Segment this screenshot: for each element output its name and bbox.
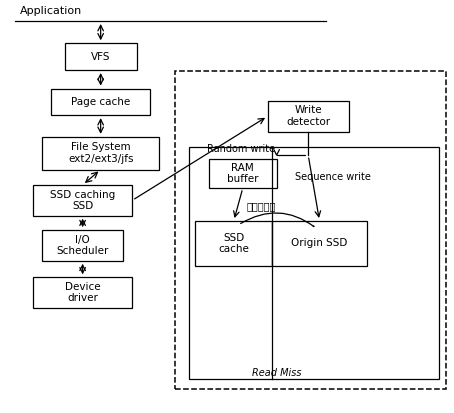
Text: Write
detector: Write detector <box>286 105 330 127</box>
Text: Origin SSD: Origin SSD <box>291 238 348 249</box>
Bar <box>33 277 132 308</box>
Bar <box>42 230 123 261</box>
Text: SSD
cache: SSD cache <box>218 233 249 254</box>
Bar <box>189 147 439 379</box>
Text: Random write: Random write <box>207 144 275 154</box>
Bar <box>175 71 446 389</box>
Bar <box>209 159 276 188</box>
Text: I/O
Scheduler: I/O Scheduler <box>56 235 109 256</box>
Text: 除数据迁移: 除数据迁移 <box>246 202 276 211</box>
Text: Read Miss: Read Miss <box>252 368 301 377</box>
Text: SSD caching
SSD: SSD caching SSD <box>50 190 115 211</box>
Bar <box>42 137 159 170</box>
Text: VFS: VFS <box>91 52 110 62</box>
Bar <box>195 221 272 266</box>
Text: Page cache: Page cache <box>71 97 130 107</box>
Bar <box>267 101 349 132</box>
Text: Device
driver: Device driver <box>65 282 100 304</box>
Bar <box>51 88 150 115</box>
Bar <box>272 221 367 266</box>
Text: Sequence write: Sequence write <box>295 172 370 182</box>
Text: Application: Application <box>20 6 82 16</box>
FancyArrowPatch shape <box>241 213 314 227</box>
Text: RAM
buffer: RAM buffer <box>227 163 258 185</box>
Text: File System
ext2/ext3/jfs: File System ext2/ext3/jfs <box>68 142 133 164</box>
Bar <box>64 43 137 70</box>
Bar <box>33 185 132 216</box>
